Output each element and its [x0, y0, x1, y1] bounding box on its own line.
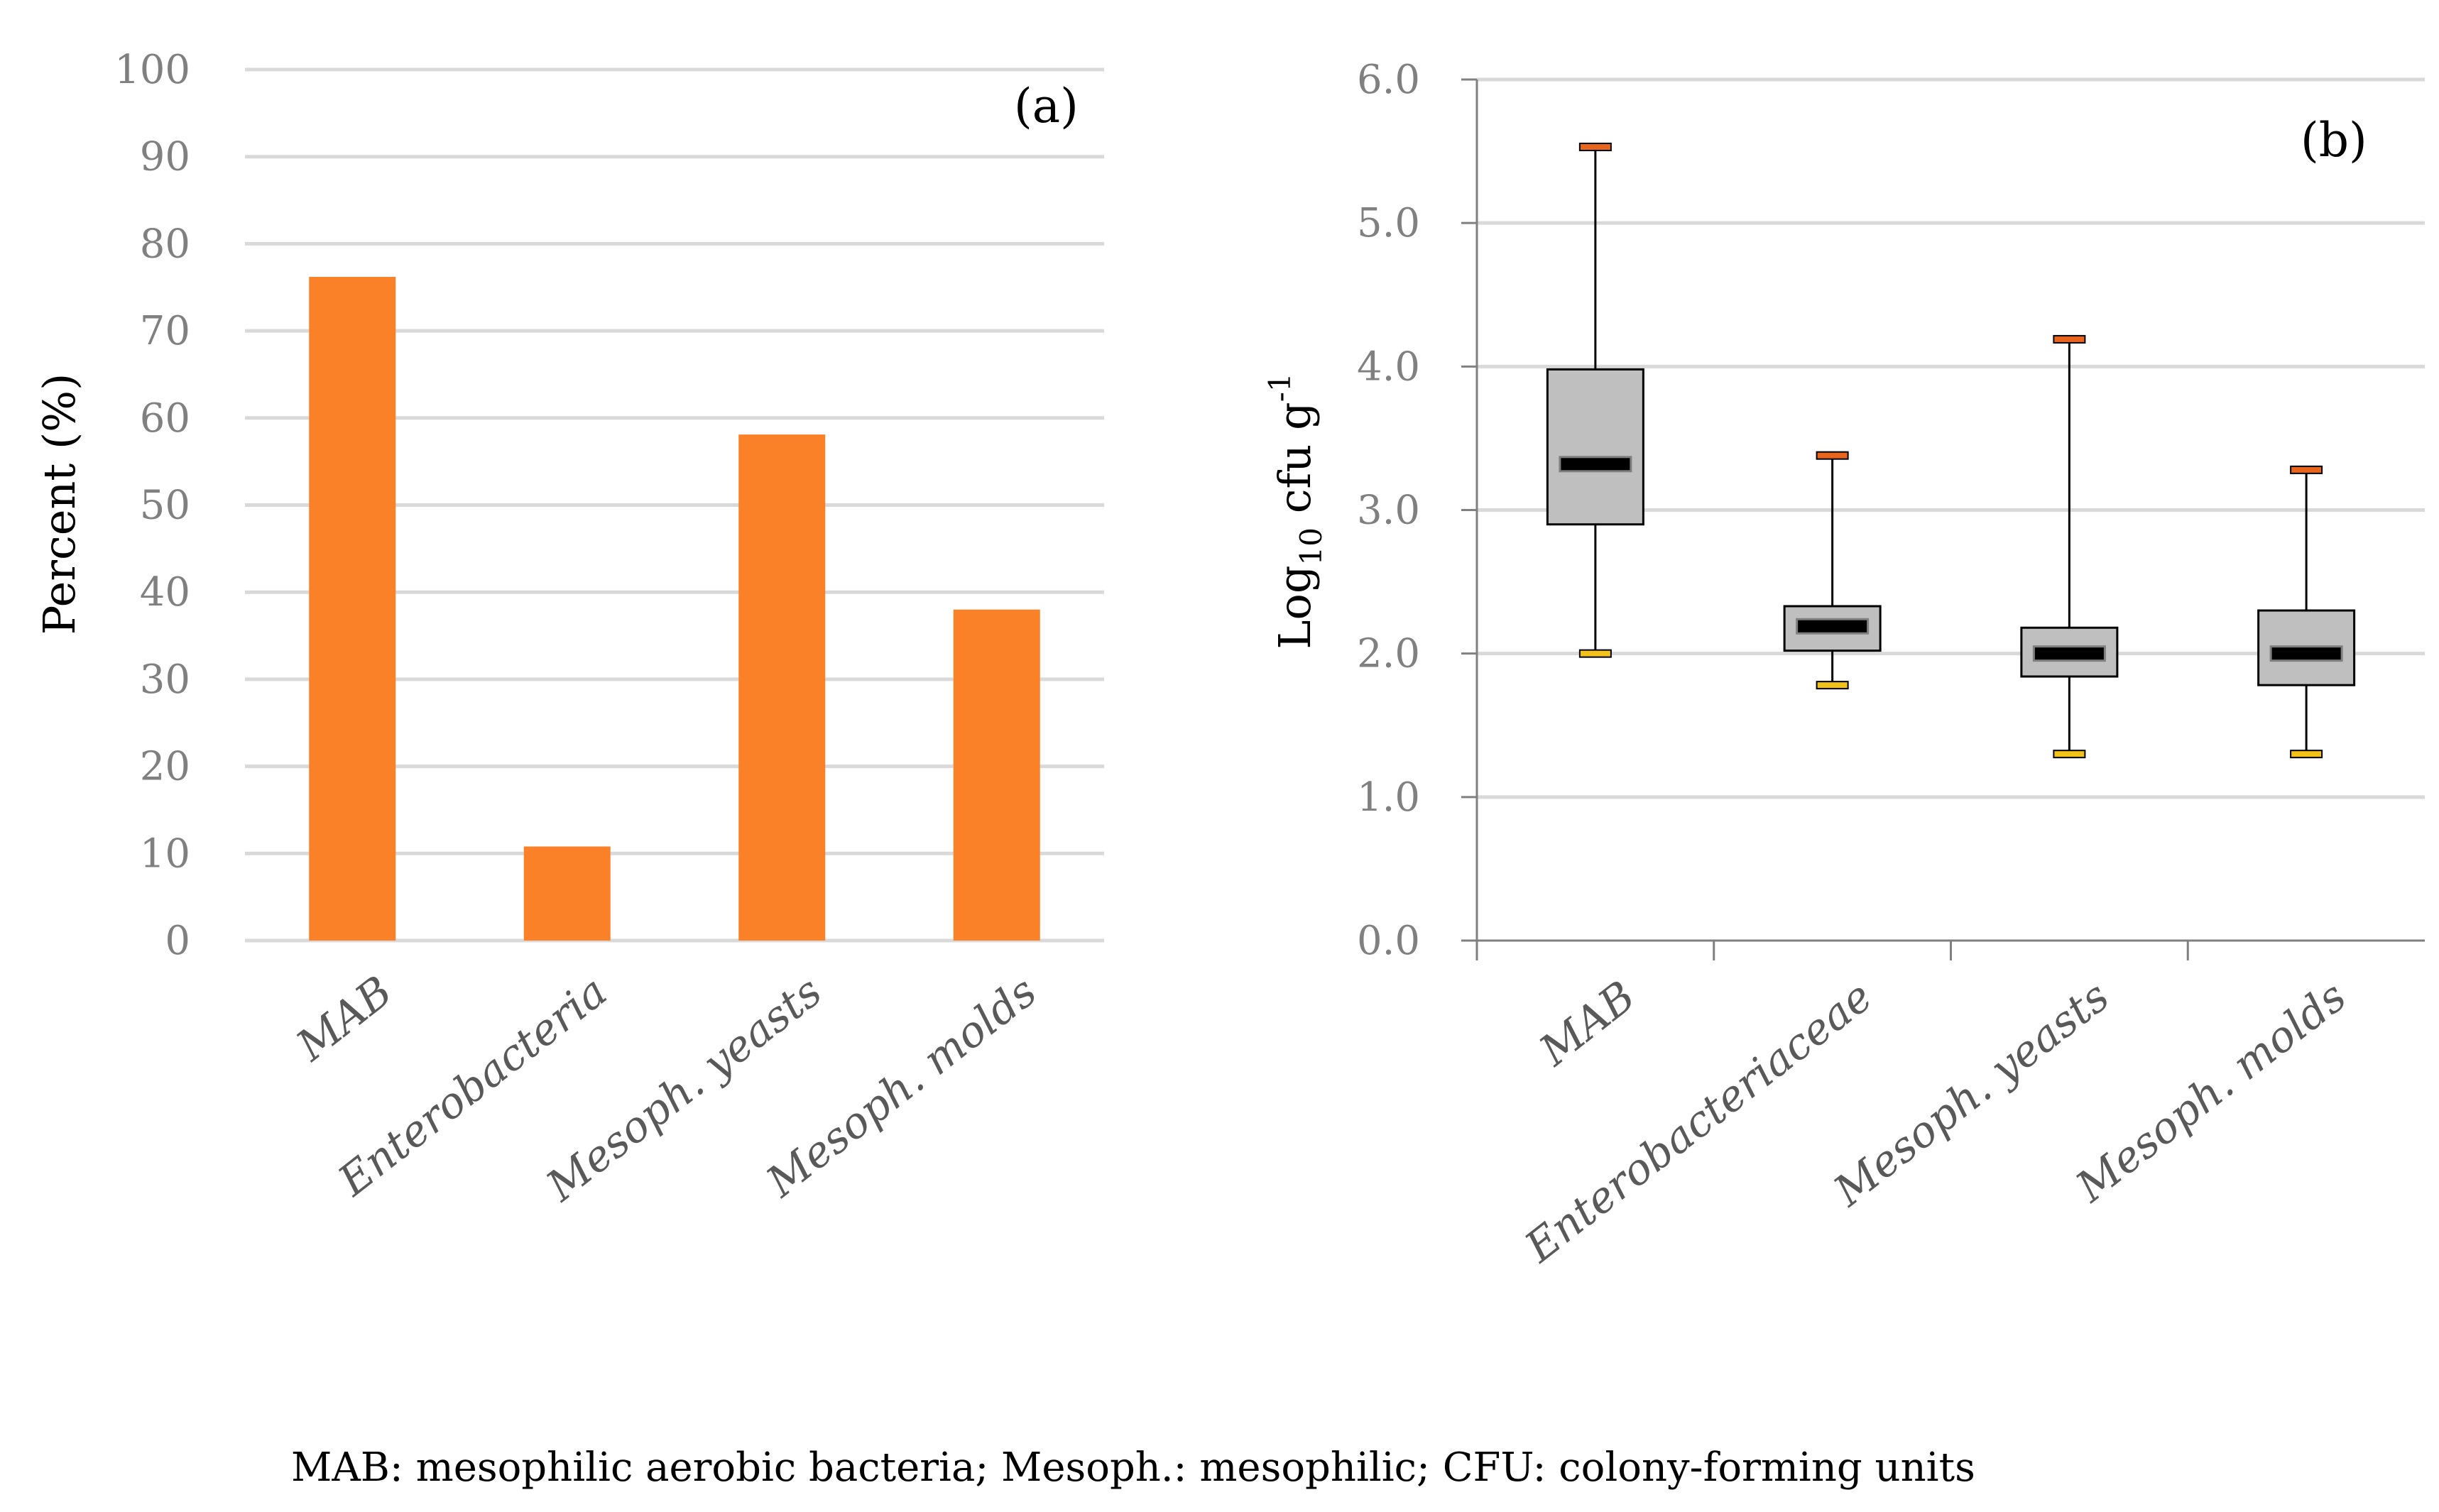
y-tick-label: 0.0	[1357, 918, 1420, 964]
median-marker	[2032, 645, 2106, 662]
box-plot-item	[2257, 465, 2356, 759]
bar-chart-y-ticks: 0 10 20 30 40 50 60 70 80 90 100	[114, 47, 190, 964]
y-tick-label: 10	[140, 831, 190, 877]
y-tick-label: 60	[140, 395, 190, 442]
y-tick-label: 40	[140, 569, 190, 615]
footnote: MAB: mesophilic aerobic bacteria; Mesoph…	[291, 1445, 1975, 1491]
max-cap	[2290, 465, 2323, 474]
bar-chart-y-axis-title: Percent (%)	[33, 373, 85, 635]
y-tick-label: 70	[140, 308, 190, 354]
y-axis-title-log: Log	[1269, 565, 1321, 649]
box-plot-y-axis-title: Log10 cfu g-1	[1262, 373, 1328, 649]
y-tick-label: 1.0	[1357, 774, 1420, 821]
y-tick-label: 100	[114, 47, 190, 93]
box-plot-item	[1546, 143, 1644, 658]
y-tick-label: 50	[140, 483, 190, 529]
y-tick-label: 6.0	[1357, 57, 1420, 103]
bar-chart-bars	[309, 277, 1040, 941]
bar	[523, 846, 611, 941]
y-tick-label: 20	[140, 744, 190, 790]
box-plot-panel: 0.0 1.0 2.0 3.0 4.0 5.0 6.0 MABEnterobacteriac…	[1262, 57, 2425, 1273]
y-tick-label: 90	[140, 134, 190, 180]
category-label: MAB	[1530, 972, 1644, 1076]
min-cap	[2053, 750, 2086, 759]
bar-chart-panel: 0 10 20 30 40 50 60 70 80 90 100 MABEnterobacteria…	[33, 47, 1104, 1212]
y-axis-title-unit: cfu g	[1269, 402, 1321, 527]
y-axis-title-subscript: 10	[1294, 527, 1328, 565]
y-axis-title-superscript: -1	[1262, 373, 1297, 402]
median-marker	[1796, 618, 1870, 635]
y-tick-label: 4.0	[1357, 344, 1420, 390]
min-cap	[1578, 649, 1612, 658]
box-plot-y-ticks: 0.0 1.0 2.0 3.0 4.0 5.0 6.0	[1357, 57, 1420, 964]
min-cap	[2290, 750, 2323, 759]
median-marker	[1559, 456, 1632, 473]
bar	[953, 609, 1040, 941]
box-plot-axes	[1461, 78, 2425, 960]
bar-chart-panel-label: (a)	[1014, 79, 1079, 133]
y-tick-label: 0	[165, 918, 190, 964]
box	[1546, 368, 1644, 526]
y-tick-label: 5.0	[1357, 200, 1420, 246]
y-tick-label: 30	[140, 657, 190, 703]
median-marker	[2269, 645, 2343, 662]
box-plot-boxes	[1546, 143, 2356, 759]
max-cap	[2053, 334, 2086, 344]
box-plot-item	[1783, 451, 1882, 690]
y-tick-label: 3.0	[1357, 488, 1420, 534]
max-cap	[1816, 451, 1849, 460]
max-cap	[1578, 143, 1612, 152]
box-plot-panel-label: (b)	[2301, 113, 2367, 168]
bar	[309, 277, 396, 941]
box-plot-item	[2020, 334, 2119, 759]
category-label: MAB	[287, 967, 401, 1071]
bar	[738, 434, 826, 941]
min-cap	[1816, 681, 1849, 690]
y-tick-label: 80	[140, 221, 190, 267]
y-tick-label: 2.0	[1357, 631, 1420, 677]
